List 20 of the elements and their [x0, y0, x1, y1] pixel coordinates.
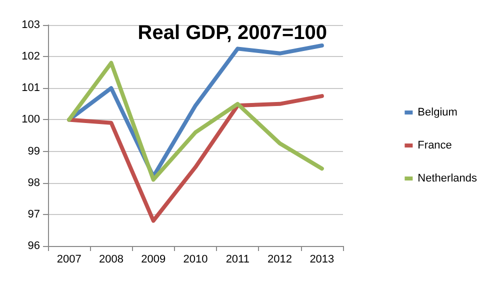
x-tick-label: 2010: [183, 254, 208, 266]
y-tick-label: 99: [28, 145, 40, 158]
legend-label: France: [418, 140, 452, 152]
y-tick-label: 98: [28, 176, 40, 189]
y-tick-label: 102: [22, 50, 40, 63]
y-tick-label: 103: [22, 19, 40, 31]
y-tick-label: 101: [22, 82, 40, 94]
x-tick-label: 2009: [141, 254, 166, 266]
line-series: [67, 94, 324, 223]
x-tick-label: 2013: [310, 254, 334, 266]
x-tick-label: 2007: [56, 254, 82, 266]
legend-label: Netherlands: [418, 172, 478, 184]
chart-title: Real GDP, 2007=100: [138, 22, 327, 44]
x-tick-label: 2008: [98, 254, 124, 266]
x-tick-label: 2012: [268, 254, 292, 266]
y-tick-label: 100: [22, 114, 40, 126]
legend-label: Belgium: [418, 106, 458, 118]
y-tick-label: 97: [28, 208, 40, 220]
y-tick-label: 96: [28, 240, 40, 252]
x-tick-label: 2011: [226, 254, 250, 266]
